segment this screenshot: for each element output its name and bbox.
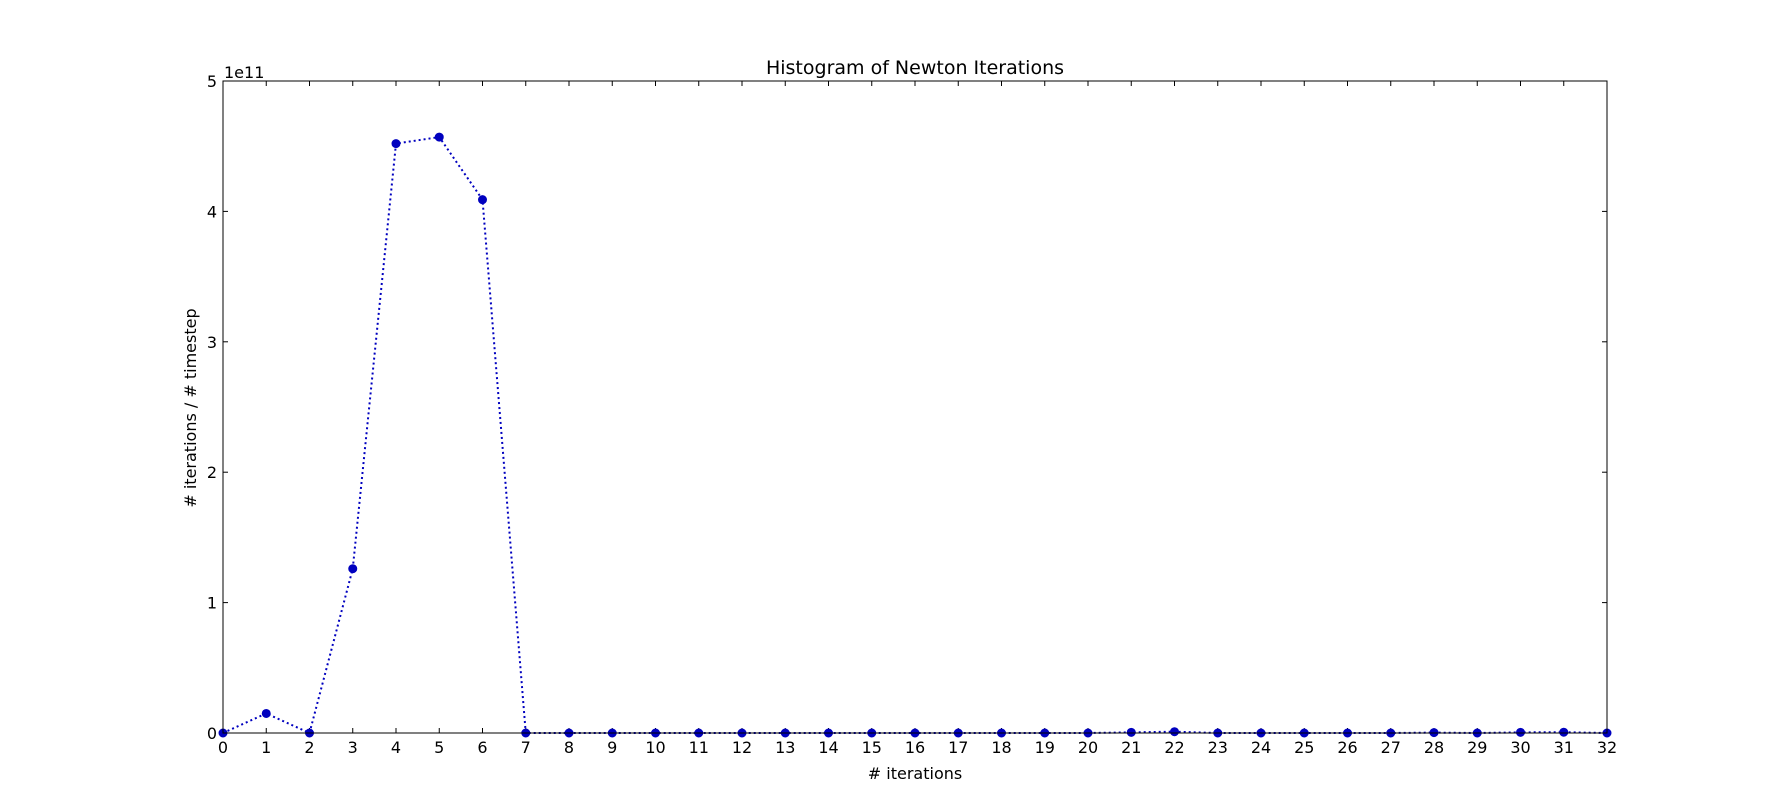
- x-tick-label: 31: [1554, 738, 1574, 757]
- x-tick-label: 3: [348, 738, 358, 757]
- data-point: [1170, 727, 1179, 737]
- data-point: [391, 139, 401, 149]
- data-point: [478, 195, 487, 205]
- x-tick-label: 29: [1467, 738, 1487, 757]
- x-tick-label: 0: [218, 738, 228, 757]
- y-tick-label: 2: [207, 463, 217, 482]
- y-axis-label: # iterations / # timestep: [181, 308, 200, 507]
- x-tick-label: 21: [1121, 738, 1141, 757]
- plot-frame: [222, 80, 1608, 734]
- series-group: [218, 132, 1612, 738]
- data-point: [261, 708, 271, 718]
- series-line: [222, 135, 1608, 735]
- data-point: [434, 132, 444, 142]
- data-point: [348, 564, 358, 574]
- x-axis-label: # iterations: [868, 764, 962, 783]
- x-tick-label: 23: [1208, 738, 1228, 757]
- x-tick-label: 11: [689, 738, 709, 757]
- y-tick-label: 0: [207, 724, 217, 743]
- x-tick-label: 32: [1597, 738, 1617, 757]
- data-point: [1559, 727, 1569, 737]
- x-tick-label: 12: [732, 738, 752, 757]
- x-tick-label: 22: [1164, 738, 1184, 757]
- x-tick-label: 8: [564, 738, 574, 757]
- data-point: [1126, 727, 1136, 737]
- x-tick-label: 4: [391, 738, 401, 757]
- y-tick-label: 4: [207, 202, 217, 221]
- x-tick-label: 7: [521, 738, 531, 757]
- x-tick-label: 16: [905, 738, 925, 757]
- x-tick-label: 27: [1381, 738, 1401, 757]
- chart-title: Histogram of Newton Iterations: [766, 57, 1064, 79]
- data-point: [1516, 727, 1525, 737]
- x-tick-label: 26: [1337, 738, 1357, 757]
- x-tick-label: 25: [1294, 738, 1314, 757]
- y-tick-label: 5: [207, 72, 217, 91]
- x-tick-label: 18: [991, 738, 1011, 757]
- y-tick-label: 3: [207, 333, 217, 352]
- y-offset-text: 1e11: [224, 63, 264, 82]
- x-tick-label: 5: [434, 738, 444, 757]
- x-tick-label: 24: [1251, 738, 1271, 757]
- x-tick-label: 15: [862, 738, 882, 757]
- x-tick-label: 2: [304, 738, 314, 757]
- x-tick-label: 13: [775, 738, 795, 757]
- x-tick-label: 6: [477, 738, 487, 757]
- x-tick-label: 19: [1035, 738, 1055, 757]
- x-tick-label: 14: [818, 738, 838, 757]
- y-tick-label: 1: [207, 594, 217, 613]
- x-tick-label: 9: [607, 738, 617, 757]
- x-tick-label: 1: [261, 738, 271, 757]
- axis-ticks: 0 1 2 3 4 5 6 7 8 9 10 11 12 13 14 15 16 17 18 19 20 21 22 23 24…: [207, 72, 1617, 757]
- x-tick-label: 10: [645, 738, 665, 757]
- x-tick-label: 20: [1078, 738, 1098, 757]
- x-tick-label: 28: [1424, 738, 1444, 757]
- x-tick-label: 30: [1510, 738, 1530, 757]
- x-tick-label: 17: [948, 738, 968, 757]
